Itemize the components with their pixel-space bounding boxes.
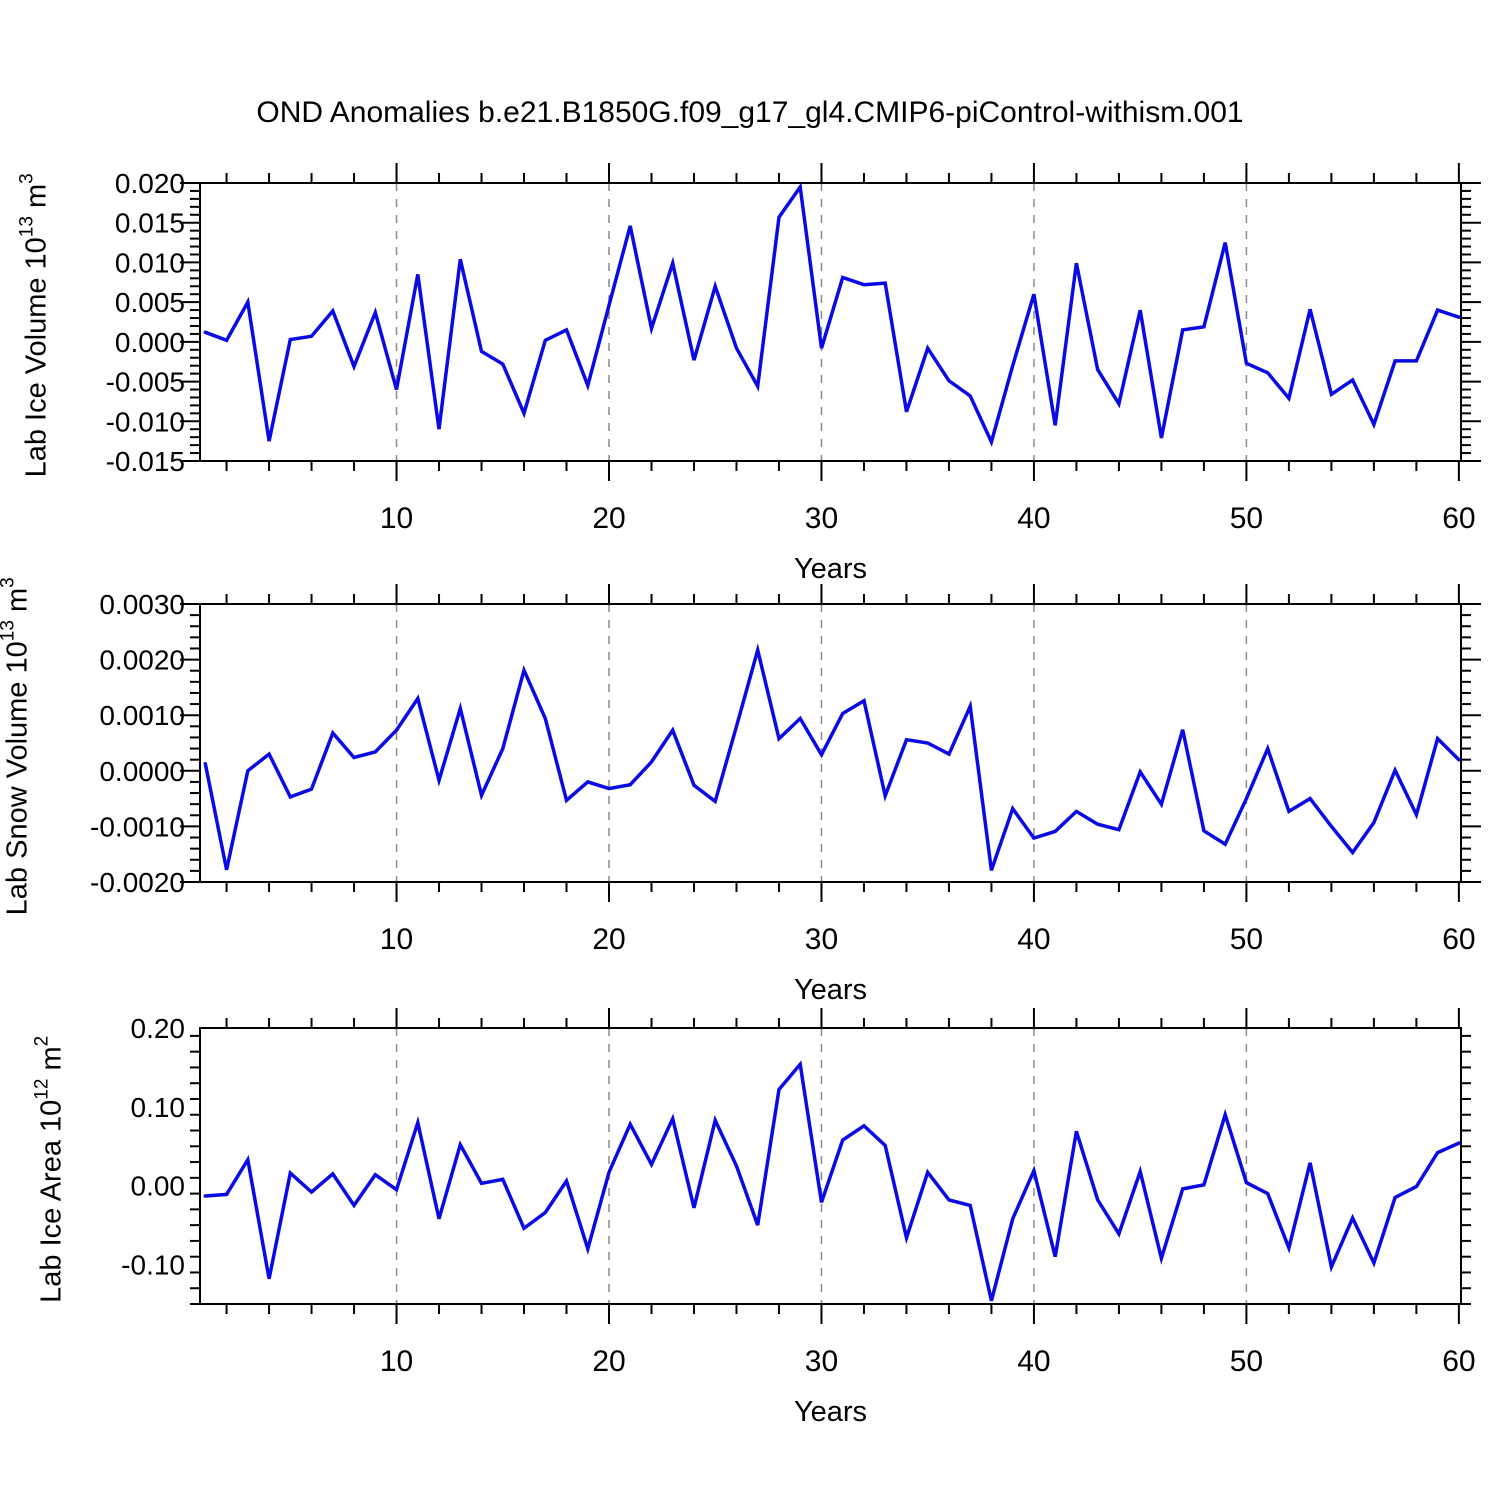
chart-panel-lab-ice-volume: 0.020 0.015 0.010 0.005 0.000 -0.005 -0.010 -0.…	[106, 163, 1481, 585]
axis-ticks	[180, 584, 1481, 902]
x-tick-label: 30	[805, 1345, 838, 1378]
y-tick-label: -0.0010	[90, 811, 185, 842]
gridlines	[395, 183, 1248, 461]
y-tick-label: 0.0030	[99, 589, 185, 620]
y-tick-label: 0.010	[115, 247, 185, 278]
y-axis-title-text: Lab Ice Volume 10	[20, 237, 53, 478]
axis-ticks	[180, 163, 1481, 481]
y-axis-title-ice-volume: Lab Ice Volume 1013 m3	[12, 115, 55, 535]
y-tick-labels: 0.020 0.015 0.010 0.005 0.000 -0.005 -0.010 -0.…	[106, 168, 185, 477]
y-tick-label: 0.00	[131, 1171, 186, 1202]
plot-title: OND Anomalies b.e21.B1850G.f09_g17_gl4.C…	[256, 96, 1244, 129]
x-axis-title: Years	[794, 974, 867, 1006]
axis-ticks	[190, 1008, 1471, 1324]
y-tick-label: 0.0010	[99, 700, 185, 731]
unit: m	[1, 587, 34, 621]
chart-panel-lab-snow-volume: 0.0030 0.0020 0.0010 0.0000 -0.0010 -0.0020 10…	[90, 584, 1481, 1006]
x-tick-label: 50	[1230, 502, 1263, 535]
x-tick-label: 50	[1230, 1345, 1263, 1378]
chart-panel-lab-ice-area: 0.20 0.10 0.00 -0.10 10 20 30 40 50 60 Years	[121, 1008, 1476, 1428]
y-tick-label: -0.010	[106, 406, 185, 437]
x-axis-title: Years	[794, 1396, 867, 1428]
x-tick-label: 30	[805, 923, 838, 956]
x-tick-label: 40	[1017, 502, 1050, 535]
x-tick-label: 20	[592, 923, 625, 956]
y-tick-label: 0.10	[131, 1092, 186, 1123]
y-tick-label: -0.0020	[90, 867, 185, 898]
x-tick-label: 60	[1442, 923, 1475, 956]
x-tick-label: 60	[1442, 1345, 1475, 1378]
y-axis-title-text: Lab Snow Volume 10	[1, 641, 34, 916]
y-tick-label: -0.10	[121, 1250, 185, 1281]
y-tick-labels: 0.20 0.10 0.00 -0.10	[121, 1013, 185, 1281]
unit-exponent: 3	[16, 173, 38, 184]
unit-exponent: 2	[31, 1035, 53, 1047]
y-tick-label: 0.015	[115, 208, 185, 239]
x-tick-labels: 10 20 30 40 50 60	[380, 1345, 1476, 1378]
series-line-lab-ice-area	[203, 1060, 1461, 1302]
x-tick-label: 20	[592, 502, 625, 535]
y-tick-label: 0.020	[115, 168, 185, 199]
unit-exponent: 3	[0, 577, 19, 588]
unit: m	[20, 183, 53, 217]
unit: m	[35, 1046, 68, 1079]
x-tick-label: 10	[380, 1345, 413, 1378]
exponent: 13	[16, 216, 38, 238]
x-tick-label: 60	[1442, 502, 1475, 535]
x-tick-label: 40	[1017, 1345, 1050, 1378]
exponent: 12	[31, 1078, 53, 1100]
x-tick-labels: 10 20 30 40 50 60	[380, 923, 1476, 956]
y-tick-labels: 0.0030 0.0020 0.0010 0.0000 -0.0010 -0.0020	[90, 589, 185, 898]
gridlines	[395, 1028, 1248, 1304]
x-tick-label: 40	[1017, 923, 1050, 956]
plot-frame	[199, 603, 1462, 883]
y-tick-label: -0.005	[106, 367, 185, 398]
x-tick-label: 10	[380, 502, 413, 535]
y-tick-label: 0.005	[115, 287, 185, 318]
y-axis-title-snow-volume: Lab Snow Volume 1013 m3	[0, 536, 35, 956]
plot-frame	[199, 1027, 1462, 1305]
series-line-lab-ice-volume	[203, 182, 1461, 447]
x-axis-title: Years	[794, 553, 867, 585]
series-line-lab-snow-volume	[203, 643, 1461, 871]
y-tick-label: 0.0020	[99, 645, 185, 676]
y-tick-label: 0.0000	[99, 756, 185, 787]
x-tick-label: 10	[380, 923, 413, 956]
gridlines	[395, 604, 1248, 882]
plot-frame	[199, 182, 1462, 462]
x-tick-labels: 10 20 30 40 50 60	[380, 502, 1476, 535]
x-tick-label: 50	[1230, 923, 1263, 956]
x-tick-label: 20	[592, 1345, 625, 1378]
x-tick-label: 30	[805, 502, 838, 535]
y-tick-label: -0.015	[106, 446, 185, 477]
y-tick-label: 0.000	[115, 327, 185, 358]
y-axis-title-ice-area: Lab Ice Area 1012 m2	[27, 959, 70, 1379]
y-axis-title-text: Lab Ice Area 10	[35, 1099, 68, 1303]
exponent: 13	[0, 620, 19, 642]
y-tick-label: 0.20	[131, 1013, 186, 1044]
